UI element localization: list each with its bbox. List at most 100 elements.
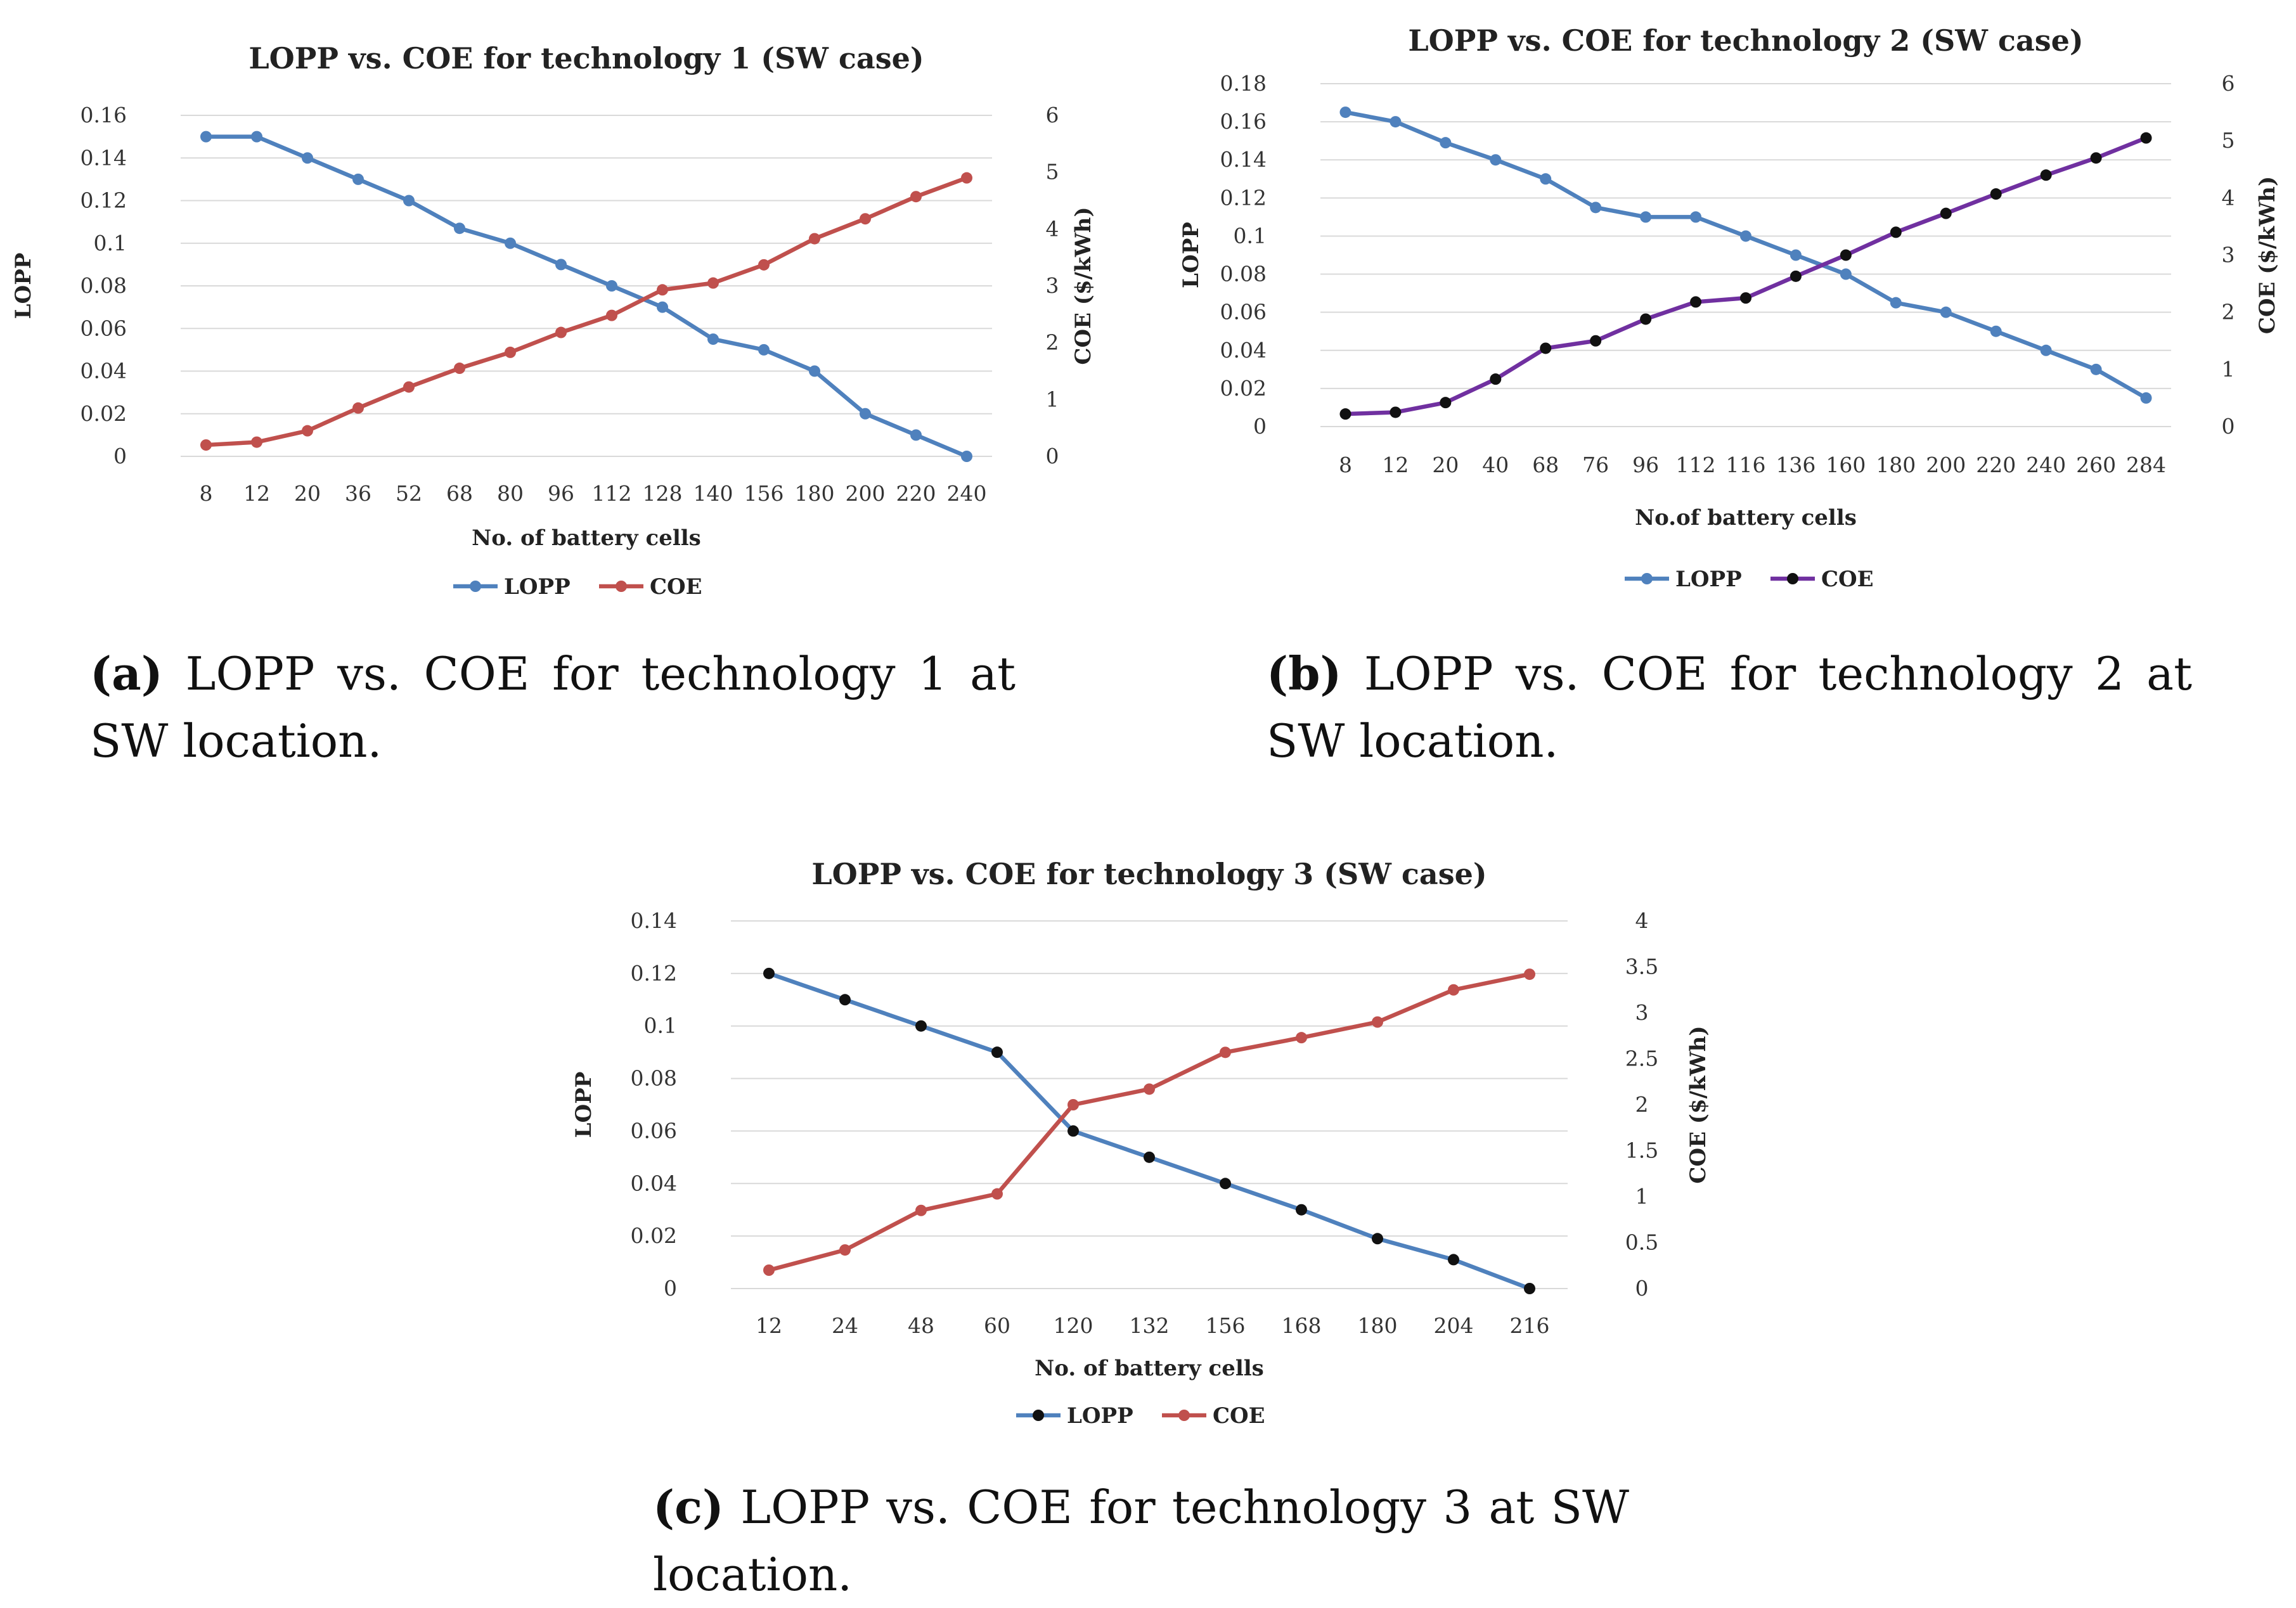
caption-a-label: (a) (90, 646, 163, 700)
y-tick-label: 0.06 (81, 316, 127, 340)
y-tick-label: 0.16 (1220, 109, 1267, 134)
y-tick-label: 0 (1253, 414, 1267, 439)
data-point-coe (2140, 132, 2152, 144)
y-tick-label: 0.1 (644, 1013, 677, 1038)
y2-tick-label: 4 (1046, 216, 1059, 241)
y-tick-label: 0 (113, 444, 127, 468)
y-tick-label: 0.1 (94, 231, 127, 255)
data-point-lopp (1372, 1233, 1383, 1245)
legend-marker (1033, 1410, 1044, 1421)
x-tick-label: 284 (2126, 453, 2166, 477)
data-point-lopp (505, 237, 516, 249)
y-tick-label: 0.06 (1220, 300, 1267, 325)
data-point-lopp (1990, 325, 2002, 337)
data-point-coe (991, 1188, 1003, 1200)
chart-technology-1: LOPP vs. COE for technology 1 (SW case) 0… (11, 41, 1096, 600)
data-point-coe (1524, 968, 1535, 981)
data-point-coe (1840, 249, 1852, 261)
data-point-lopp (1448, 1254, 1459, 1266)
x-tick-label: 200 (846, 481, 886, 506)
data-point-lopp (809, 365, 820, 377)
x-tick-label: 156 (1206, 1313, 1246, 1338)
x-tick-label: 128 (643, 481, 683, 506)
data-point-lopp (403, 195, 415, 207)
series-line-coe (205, 176, 968, 447)
x-tick-label: 68 (1532, 453, 1559, 477)
data-point-coe (961, 172, 972, 184)
data-point-lopp (2040, 344, 2052, 356)
x-tick-label: 48 (908, 1313, 934, 1338)
data-point-coe (910, 191, 922, 203)
caption-b: (b) LOPP vs. COE for technology 2 at SW … (1267, 640, 2192, 775)
data-point-coe (1296, 1032, 1307, 1044)
caption-b-text: LOPP vs. COE for technology 2 at SW loca… (1267, 647, 2193, 768)
y2-tick-label: 1.5 (1625, 1138, 1658, 1163)
legend-item-coe: COE (1770, 567, 1874, 592)
x-axis-label: No. of battery cells (1035, 1356, 1264, 1381)
y-tick-label: 0.08 (631, 1066, 677, 1091)
x-axis-label: No. of battery cells (472, 525, 701, 551)
data-point-coe (1490, 373, 1502, 385)
series-line-lopp (206, 134, 968, 458)
data-point-coe (763, 1264, 775, 1276)
y2-tick-label: 6 (1046, 103, 1059, 127)
data-point-coe (915, 1204, 927, 1216)
chart-technology-3: LOPP vs. COE for technology 3 (SW case) 0… (571, 857, 1711, 1429)
x-tick-label: 12 (243, 481, 270, 506)
data-point-lopp (1890, 297, 1902, 309)
y2-tick-label: 3 (1046, 273, 1059, 298)
legend-label: COE (1821, 567, 1874, 592)
data-point-lopp (860, 408, 871, 420)
x-tick-label: 60 (984, 1313, 1010, 1338)
x-tick-label: 180 (1358, 1313, 1398, 1338)
data-point-lopp (1590, 202, 1602, 214)
data-point-coe (302, 425, 313, 437)
y-tick-label: 0.1 (1234, 223, 1267, 248)
x-tick-label: 220 (1976, 453, 2016, 477)
y-tick-label: 0.06 (631, 1118, 677, 1143)
x-tick-label: 216 (1510, 1313, 1550, 1338)
data-point-coe (251, 436, 262, 448)
data-point-coe (1448, 984, 1459, 996)
y-tick-label: 0.02 (631, 1223, 677, 1248)
y-tick-label: 0.12 (81, 188, 127, 213)
legend-marker (1178, 1410, 1190, 1421)
y2-tick-label: 5 (2222, 128, 2235, 153)
data-point-lopp (763, 967, 775, 979)
x-tick-label: 24 (832, 1313, 858, 1338)
data-point-coe (1540, 342, 1552, 354)
chart-title: LOPP vs. COE for technology 3 (SW case) (811, 857, 1487, 891)
legend-label: LOPP (504, 574, 571, 600)
data-point-lopp (1524, 1283, 1535, 1294)
data-point-coe (1067, 1099, 1079, 1110)
y-tick-label: 0.16 (81, 103, 127, 127)
y-tick-label: 0.12 (631, 961, 677, 986)
caption-a-text: LOPP vs. COE for technology 1 at SW loca… (90, 647, 1016, 768)
data-point-lopp (1296, 1204, 1307, 1216)
y-tick-label: 0.12 (1220, 185, 1267, 210)
data-point-coe (1372, 1016, 1383, 1028)
data-point-lopp (1220, 1178, 1231, 1190)
legend-marker (1641, 573, 1653, 584)
x-tick-label: 76 (1582, 453, 1609, 477)
y-axis-label: LOPP (1178, 222, 1204, 288)
y-axis-label: LOPP (571, 1072, 597, 1138)
x-tick-label: 68 (446, 481, 473, 506)
y2-tick-label: 0 (1635, 1276, 1649, 1301)
data-point-coe (707, 277, 719, 289)
y-tick-label: 0.04 (1220, 338, 1267, 363)
data-point-coe (809, 233, 820, 245)
data-point-lopp (1540, 173, 1552, 185)
caption-a: (a) LOPP vs. COE for technology 1 at SW … (90, 640, 1016, 775)
caption-b-label: (b) (1267, 646, 1342, 700)
data-point-lopp (707, 333, 719, 345)
x-tick-label: 260 (2076, 453, 2116, 477)
data-point-coe (1339, 408, 1351, 420)
y2-tick-label: 0 (1046, 444, 1059, 468)
x-tick-label: 204 (1434, 1313, 1474, 1338)
legend-label: LOPP (1067, 1403, 1133, 1429)
data-point-coe (1144, 1083, 1155, 1095)
data-point-lopp (302, 152, 313, 164)
legend-label: COE (1213, 1403, 1265, 1429)
series-line-coe (1345, 136, 2147, 416)
